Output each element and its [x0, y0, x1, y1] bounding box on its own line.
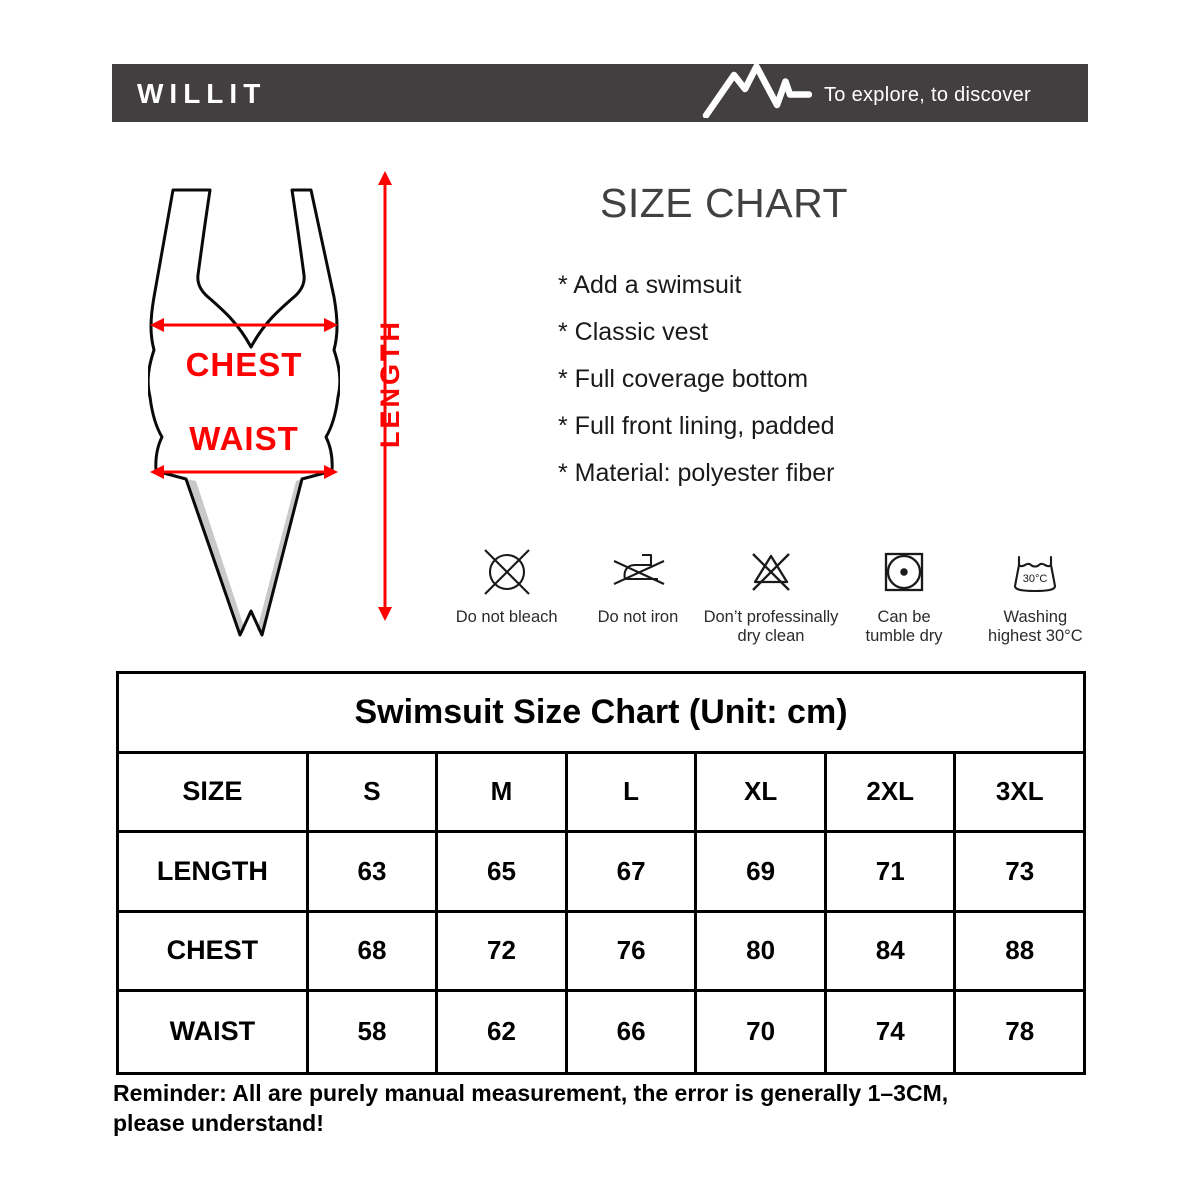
svg-text:30°C: 30°C — [1023, 573, 1048, 585]
